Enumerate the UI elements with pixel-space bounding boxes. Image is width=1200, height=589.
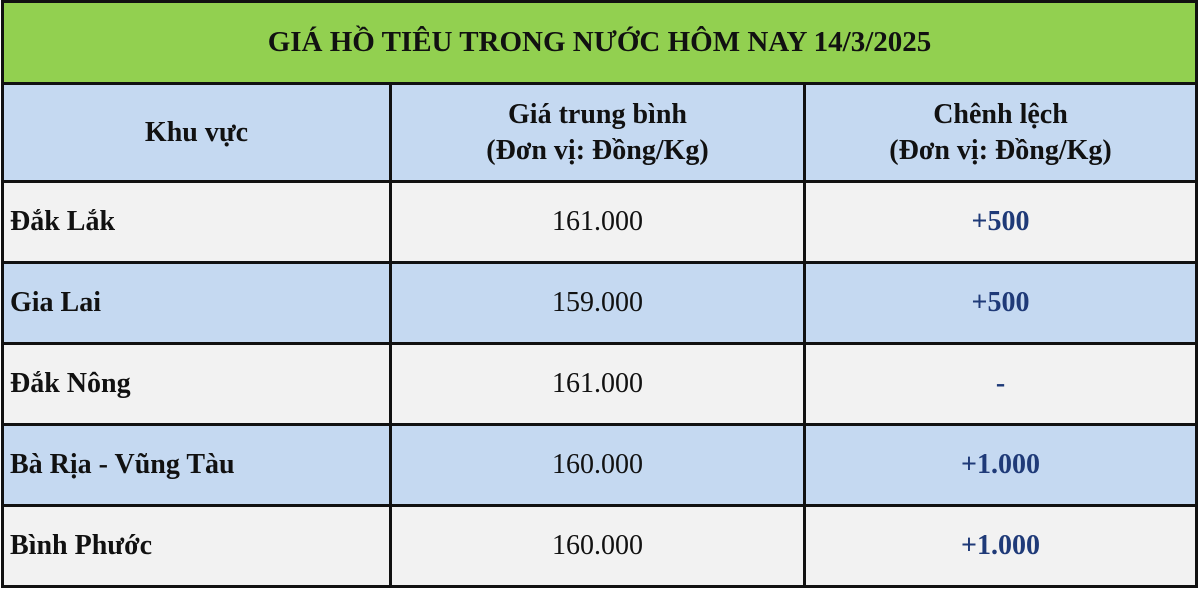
header-region: Khu vực xyxy=(1,82,392,183)
header-price: Giá trung bình (Đơn vị: Đồng/Kg) xyxy=(389,82,806,183)
region-cell: Gia Lai xyxy=(1,261,392,345)
header-change-line1: Chênh lệch xyxy=(933,98,1068,130)
header-change-line2: (Đơn vị: Đồng/Kg) xyxy=(889,134,1112,166)
change-cell: +500 xyxy=(803,180,1198,264)
region-cell: Đắk Lắk xyxy=(1,180,392,264)
price-cell: 161.000 xyxy=(389,180,806,264)
table-row: Đắk Nông 161.000- xyxy=(1,342,1198,426)
table-row: Gia Lai 159.000 +500 xyxy=(1,261,1198,345)
table-row: Bà Rịa - Vũng Tàu 160.000 +1.000 xyxy=(1,423,1198,507)
price-cell: 159.000 xyxy=(389,261,806,345)
price-cell: 160.000 xyxy=(389,423,806,507)
header-change: Chênh lệch (Đơn vị: Đồng/Kg) xyxy=(803,82,1198,183)
change-cell: +1.000 xyxy=(803,423,1198,507)
region-cell: Đắk Nông xyxy=(1,342,392,426)
change-cell: +1.000 xyxy=(803,504,1198,588)
header-row: Khu vực Giá trung bình (Đơn vị: Đồng/Kg) … xyxy=(1,82,1198,183)
table-row: Đắk Lắk 161.000 +500 xyxy=(1,180,1198,264)
table-title: GIÁ HỒ TIÊU TRONG NƯỚC HÔM NAY 14/3/2025 xyxy=(1,0,1198,85)
header-price-line1: Giá trung bình xyxy=(508,98,687,130)
price-cell: 160.000 xyxy=(389,504,806,588)
change-cell: - xyxy=(803,342,1198,426)
change-cell: +500 xyxy=(803,261,1198,345)
region-cell: Bà Rịa - Vũng Tàu xyxy=(1,423,392,507)
table-row: Bình Phước 160.000 +1.000 xyxy=(1,504,1198,588)
region-cell: Bình Phước xyxy=(1,504,392,588)
price-cell: 161.000 xyxy=(389,342,806,426)
header-price-line2: (Đơn vị: Đồng/Kg) xyxy=(486,134,709,166)
